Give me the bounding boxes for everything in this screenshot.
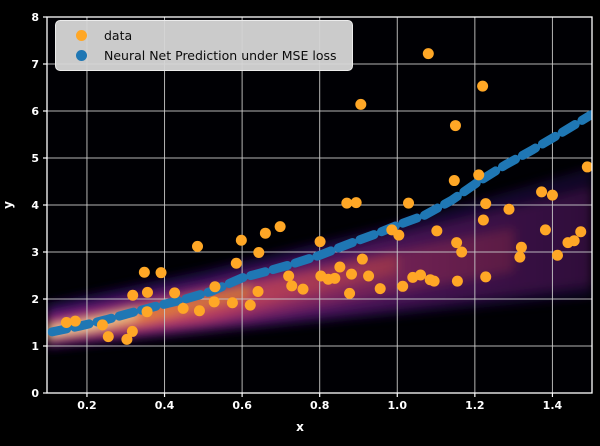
data-point [346,268,358,280]
data-point [334,261,346,273]
data-point [448,175,460,187]
y-tick-label: 6 [31,105,39,118]
data-point [341,197,353,209]
data-point [121,333,133,345]
data-point [329,272,341,284]
x-tick-label: 1.0 [388,399,408,412]
data-point [451,275,463,287]
data-point [192,240,204,252]
data-point [581,161,592,173]
data-point [252,285,264,297]
data-point [539,224,551,236]
data-point [356,253,368,265]
x-axis-label: x [296,420,304,434]
tick-marks [43,16,554,397]
data-point [568,235,580,247]
prediction-marker-swatch [76,50,87,61]
data-point [477,80,489,92]
legend-label-data: data [104,28,133,43]
data-point [449,120,461,132]
x-tick-label: 1.4 [543,399,563,412]
data-point [126,325,138,337]
data-point [96,319,108,331]
data-point [259,227,271,239]
legend: data Neural Net Prediction under MSE los… [55,20,353,71]
data-point [397,280,409,292]
y-tick-label: 8 [31,11,39,24]
data-point [355,98,367,110]
data-point [350,197,362,209]
data-point [422,48,434,60]
data-point [480,271,492,283]
y-axis-label: y [1,201,15,209]
data-point [477,214,489,226]
data-point [575,226,587,238]
data-point [244,299,256,311]
data-point [155,267,167,279]
legend-item-prediction: Neural Net Prediction under MSE loss [68,48,337,63]
data-point [235,234,247,246]
data-point [473,169,485,181]
data-point [193,305,205,317]
data-point [515,241,527,253]
data-point [314,236,326,248]
data-point [374,283,386,295]
data-point [226,297,238,309]
tick-labels: 0.2 0.4 0.6 0.8 1.0 1.2 1.4 0 1 2 3 4 5 6 7 8 [31,11,562,412]
data-point [141,306,153,318]
data-point [480,198,492,210]
x-tick-label: 0.8 [310,399,330,412]
data-point [546,189,558,201]
data-point [551,249,563,261]
y-tick-label: 1 [31,340,39,353]
data-point [415,269,427,281]
legend-item-data: data [68,28,337,43]
data-point [393,229,405,241]
data-point [208,296,220,308]
x-tick-label: 0.4 [155,399,175,412]
y-tick-label: 0 [31,387,39,400]
data-point [286,280,298,292]
data-point [283,270,295,282]
data-point [503,203,515,215]
data-point [431,225,443,237]
data-point [230,257,242,269]
data-point [169,287,181,299]
data-point [102,331,114,343]
y-tick-label: 4 [31,199,39,212]
data-point [209,281,221,293]
data-point [363,270,375,282]
legend-label-prediction: Neural Net Prediction under MSE loss [104,48,337,63]
data-point [138,266,150,278]
data-point [456,246,468,258]
y-tick-label: 7 [31,58,39,71]
data-point [344,287,356,299]
data-point [428,275,440,287]
prediction-line [47,110,592,337]
data-point [177,302,189,314]
data-point [127,289,139,301]
data-point [536,186,548,198]
data-point [69,315,81,327]
data-point [253,246,265,258]
data-point [274,221,286,233]
data-point [403,197,415,209]
y-tick-label: 5 [31,152,39,165]
y-tick-label: 2 [31,293,39,306]
data-marker-swatch [76,30,87,41]
y-tick-label: 3 [31,246,39,259]
data-point [141,286,153,298]
data-point [514,251,526,263]
x-tick-label: 1.2 [465,399,485,412]
x-tick-label: 0.6 [232,399,252,412]
data-point [60,317,72,328]
data-point [297,283,309,295]
data-point [451,237,463,249]
x-tick-label: 0.2 [77,399,97,412]
